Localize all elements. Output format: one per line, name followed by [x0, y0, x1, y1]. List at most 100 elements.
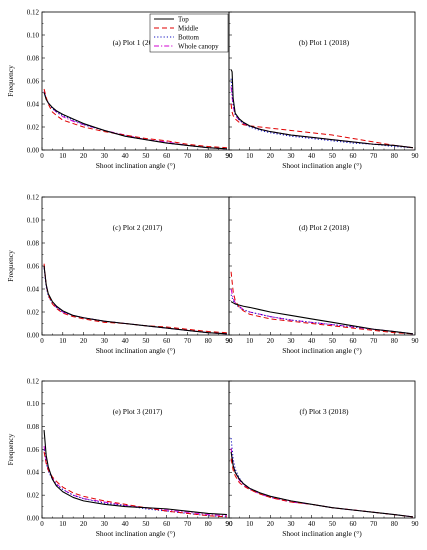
panel-f: 90 10 20 30 40 50 60 70 80 90 Shoot inclination an… — [226, 380, 419, 538]
x-tick-label: 60 — [350, 152, 358, 160]
x-tick-label: 50 — [329, 152, 337, 160]
series-line-whole-canopy — [230, 288, 413, 335]
x-tick-label: 40 — [308, 337, 316, 345]
series-line-whole-canopy — [230, 448, 413, 518]
x-tick-label: 70 — [370, 337, 378, 345]
series-line-middle — [230, 103, 413, 149]
y-tick-label: 0.04 — [27, 469, 40, 477]
plot-frame — [41, 380, 230, 519]
y-tick-label: 0.06 — [27, 77, 40, 85]
y-tick-label: 0.06 — [27, 262, 40, 270]
x-tick-label: 80 — [391, 337, 399, 345]
x-tick-label: 10 — [246, 152, 254, 160]
y-tick-label: 0.00 — [27, 514, 40, 522]
x-tick-label: 0 — [40, 337, 44, 345]
x-tick-label: 50 — [329, 520, 337, 528]
x-tick-label: 30 — [101, 520, 109, 528]
x-tick-label: 90 — [226, 337, 234, 345]
series-line-top — [230, 301, 413, 335]
x-tick-label: 70 — [184, 337, 192, 345]
panel-title: (c) Plot 2 (2017) — [113, 223, 163, 232]
x-tick-label: 70 — [370, 152, 378, 160]
plot-frame — [228, 11, 416, 151]
y-axis-label: Frequency — [6, 65, 15, 97]
y-tick-label: 0.10 — [27, 31, 40, 39]
panel-d: 90 10 20 30 40 50 60 70 80 90 Shoot inclination an… — [226, 196, 420, 355]
x-tick-label: 40 — [308, 152, 316, 160]
x-tick-label: 20 — [267, 337, 275, 345]
x-tick-label: 80 — [205, 337, 213, 345]
x-tick-label: 40 — [308, 520, 316, 528]
x-tick-label: 90 — [412, 152, 420, 160]
x-tick-label: 30 — [288, 152, 296, 160]
x-tick-label: 20 — [267, 520, 275, 528]
x-axis-label: Shoot inclination angle (°) — [96, 346, 176, 355]
plot-frame — [228, 380, 416, 519]
x-tick-label: 10 — [59, 152, 67, 160]
panel-title: (a) Plot 1 (2017) — [113, 38, 163, 47]
series-line-bottom — [43, 268, 227, 335]
panel-c: 0 10 20 30 40 50 60 70 80 90 0.00 0.02 0.04 0.06 0.08 0… — [6, 193, 233, 355]
series-line-middle — [43, 263, 227, 334]
series-line-middle — [230, 458, 413, 518]
panel-title: (d) Plot 2 (2018) — [299, 223, 350, 232]
series-line-whole-canopy — [43, 446, 227, 517]
x-tick-label: 0 — [40, 152, 44, 160]
legend-box — [149, 13, 229, 53]
x-tick-label: 80 — [391, 520, 399, 528]
y-tick-label: 0.10 — [27, 400, 40, 408]
y-tick-label: 0.12 — [27, 8, 40, 16]
x-axis-label: Shoot inclination angle (°) — [282, 346, 362, 355]
x-tick-label: 90 — [412, 337, 420, 345]
x-tick-label: 10 — [59, 520, 67, 528]
x-tick-label: 40 — [122, 520, 130, 528]
panel-e: 0 10 20 30 40 50 60 70 80 90 0.00 0.02 0.04 0.06 0.08 0… — [6, 377, 233, 538]
x-tick-label: 20 — [80, 520, 88, 528]
panel-title: (e) Plot 3 (2017) — [113, 407, 163, 416]
series-line-whole-canopy — [43, 91, 227, 150]
plot-frame — [228, 196, 416, 336]
y-tick-label: 0.02 — [27, 123, 40, 131]
panel-b: 90 10 20 30 40 50 60 70 80 90 Shoot inclination an… — [226, 11, 420, 170]
x-tick-label: 60 — [163, 152, 171, 160]
x-tick-label: 80 — [391, 152, 399, 160]
series-line-top — [230, 451, 413, 518]
panel-a: 0 10 20 30 40 50 60 70 80 90 0.00 0.02 0.04 0.06 0.08 0… — [6, 8, 233, 170]
y-tick-label: 0.04 — [27, 100, 40, 108]
y-tick-label: 0.00 — [27, 146, 40, 154]
y-axis-label: Frequency — [6, 433, 15, 465]
y-tick-label: 0.08 — [27, 54, 40, 62]
x-tick-label: 90 — [226, 152, 234, 160]
legend-entry: Middle — [178, 25, 198, 33]
x-tick-label: 30 — [101, 152, 109, 160]
x-tick-label: 20 — [80, 337, 88, 345]
x-tick-label: 70 — [184, 152, 192, 160]
y-tick-label: 0.08 — [27, 239, 40, 247]
y-tick-label: 0.02 — [27, 492, 40, 500]
x-tick-label: 90 — [226, 520, 234, 528]
series-line-bottom — [230, 78, 413, 149]
legend-entry: Bottom — [178, 34, 200, 42]
x-tick-label: 40 — [122, 337, 130, 345]
x-tick-label: 40 — [122, 152, 130, 160]
series-line-top — [43, 265, 227, 335]
y-tick-label: 0.02 — [27, 308, 40, 316]
x-tick-label: 20 — [80, 152, 88, 160]
x-tick-label: 70 — [370, 520, 378, 528]
x-axis-label: Shoot inclination angle (°) — [96, 529, 176, 538]
x-tick-label: 80 — [205, 152, 213, 160]
series-line-middle — [230, 271, 413, 335]
series-line-top — [43, 430, 227, 516]
x-tick-label: 30 — [101, 337, 109, 345]
series-line-middle — [43, 451, 227, 518]
x-tick-label: 90 — [226, 152, 234, 160]
x-tick-label: 60 — [163, 337, 171, 345]
series-line-whole-canopy — [43, 265, 227, 335]
y-tick-label: 0.00 — [27, 331, 40, 339]
y-tick-label: 0.10 — [27, 216, 40, 224]
x-tick-label: 50 — [142, 152, 150, 160]
x-tick-label: 60 — [163, 520, 171, 528]
y-tick-label: 0.08 — [27, 423, 40, 431]
